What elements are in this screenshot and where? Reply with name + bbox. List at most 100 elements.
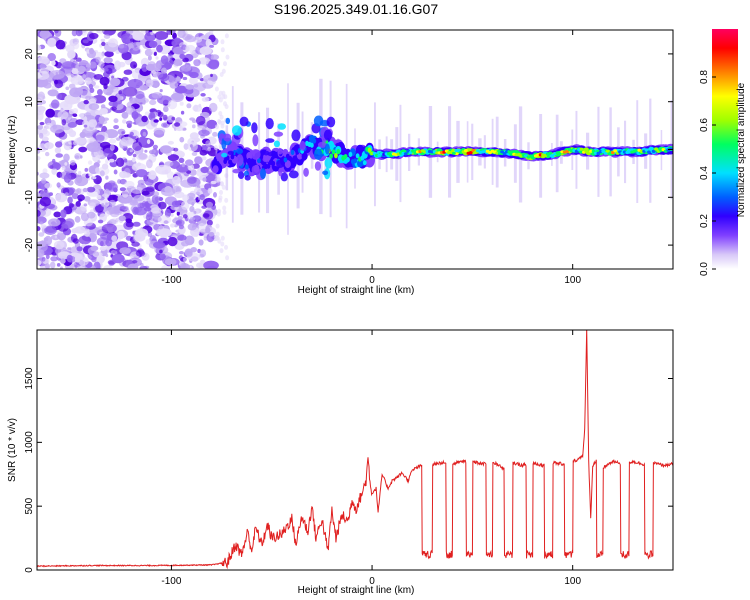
noise-speckle <box>88 61 97 69</box>
noise-speckle <box>207 187 213 194</box>
noise-speckle <box>135 250 146 257</box>
noise-speckle <box>108 101 116 107</box>
noise-speckle <box>193 59 201 67</box>
noise-speckle <box>142 131 147 137</box>
noise-speckle <box>68 130 77 138</box>
noise-speckle <box>50 124 65 134</box>
noise-speckle <box>170 93 184 103</box>
signal-blob <box>267 151 278 157</box>
noise-speckle <box>95 56 101 63</box>
noise-speckle <box>119 187 126 192</box>
noise-speckle <box>225 255 230 261</box>
noise-speckle <box>99 67 105 73</box>
noise-speckle <box>214 124 219 130</box>
noise-speckle <box>225 54 230 60</box>
noise-speckle <box>75 30 83 37</box>
noise-speckle <box>37 77 49 88</box>
noise-speckle <box>85 63 91 68</box>
noise-speckle <box>59 58 67 64</box>
signal-blob <box>250 149 261 160</box>
noise-speckle <box>141 63 148 72</box>
noise-speckle <box>37 259 42 266</box>
noise-speckle <box>99 141 111 149</box>
noise-speckle <box>151 194 159 204</box>
noise-speckle <box>178 251 184 255</box>
noise-speckle <box>130 186 144 194</box>
noise-speckle <box>55 153 63 158</box>
noise-speckle <box>148 40 158 48</box>
signal-blob <box>606 149 610 153</box>
noise-speckle <box>78 235 92 245</box>
noise-speckle <box>86 211 96 219</box>
noise-speckle <box>103 34 111 39</box>
signal-blob <box>280 172 288 182</box>
noise-speckle <box>224 244 228 250</box>
noise-speckle <box>224 33 229 39</box>
noise-speckle <box>50 256 58 262</box>
noise-speckle <box>132 221 141 227</box>
noise-speckle <box>118 215 126 222</box>
noise-speckle <box>167 140 174 145</box>
signal-blob <box>273 131 284 137</box>
signal-blob <box>277 123 287 130</box>
noise-speckle <box>109 144 115 151</box>
snr-line <box>37 330 673 570</box>
noise-speckle <box>152 212 160 220</box>
noise-speckle <box>201 144 205 149</box>
signal-blob <box>403 152 408 156</box>
noise-speckle <box>181 200 190 210</box>
noise-speckle <box>37 184 41 190</box>
noise-speckle <box>44 182 53 189</box>
noise-speckle <box>45 108 55 118</box>
noise-speckle <box>157 201 167 210</box>
noise-speckle <box>153 51 157 56</box>
noise-speckle <box>41 256 46 262</box>
x-tick-label: -100 <box>161 275 181 286</box>
noise-speckle <box>127 78 143 89</box>
noise-speckle <box>107 205 121 215</box>
noise-speckle <box>174 122 181 127</box>
noise-speckle <box>39 30 51 39</box>
noise-speckle <box>198 57 211 65</box>
noise-speckle <box>69 160 76 166</box>
noise-speckle <box>143 206 152 212</box>
signal-blob <box>377 154 382 158</box>
noise-speckle <box>133 194 145 202</box>
snr-xlabel: Height of straight line (km) <box>298 585 415 596</box>
noise-speckle <box>74 155 80 159</box>
noise-speckle <box>68 202 74 208</box>
noise-speckle <box>60 209 67 218</box>
noise-speckle <box>55 39 66 50</box>
noise-speckle <box>200 166 209 174</box>
noise-speckle <box>149 99 157 106</box>
noise-speckle <box>177 234 187 241</box>
noise-speckle <box>60 258 66 264</box>
noise-speckle <box>221 184 226 190</box>
noise-speckle <box>119 206 126 210</box>
noise-speckle <box>142 98 149 103</box>
noise-speckle <box>154 31 169 40</box>
noise-speckle <box>210 54 220 60</box>
noise-speckle <box>188 76 198 85</box>
noise-speckle <box>160 186 176 197</box>
noise-speckle <box>61 220 74 229</box>
noise-speckle <box>220 235 225 241</box>
noise-speckle <box>173 147 179 152</box>
noise-speckle <box>96 30 101 33</box>
noise-speckle <box>159 145 173 154</box>
noise-speckle <box>83 124 88 128</box>
noise-speckle <box>104 68 109 72</box>
noise-speckle <box>205 201 214 208</box>
noise-speckle <box>74 264 78 269</box>
signal-blob <box>262 156 270 163</box>
noise-speckle <box>39 221 43 225</box>
noise-speckle <box>39 132 44 139</box>
noise-speckle <box>104 51 114 58</box>
noise-speckle <box>107 194 119 203</box>
noise-speckle <box>124 180 135 189</box>
noise-speckle <box>223 101 227 107</box>
y-tick-label: 500 <box>24 497 35 514</box>
